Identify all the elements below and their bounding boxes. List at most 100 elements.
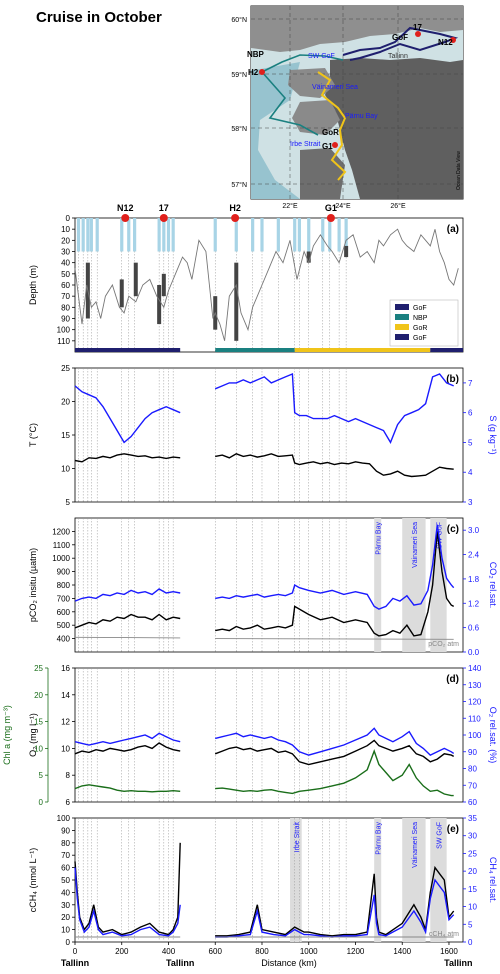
series-line [74, 613, 181, 629]
shaded-region [374, 518, 382, 652]
cast-bar [95, 218, 99, 252]
y-tick-label: 20 [61, 398, 70, 407]
region-label: Väinameri Sea [412, 522, 419, 568]
series-line [74, 867, 181, 937]
annotation: cCH₄ atm [429, 931, 459, 938]
x-tick-label: 200 [115, 947, 129, 956]
panel-frame [74, 367, 464, 503]
panel-letter: (e) [447, 824, 459, 835]
series-line [215, 727, 455, 756]
region-strip [430, 348, 463, 352]
map-station-n12 [450, 37, 456, 43]
y2-axis-label: CH₄ rel.sat. [488, 857, 498, 903]
shaded-region [402, 518, 426, 652]
y-tick-label: 10 [61, 744, 70, 753]
panel-b: 5 10 15 20 25 T (°C) 3 4 5 6 7 S (g kg⁻¹) (b) [28, 364, 498, 507]
y2-tick-label: 10 [468, 903, 477, 912]
series-line [215, 453, 454, 478]
x-tick-label: 800 [255, 947, 269, 956]
map-label-nbp: NBP [247, 50, 265, 59]
y2-tick-label: 80 [468, 765, 477, 774]
y-tick-label: 50 [61, 270, 70, 279]
y-tick-label: 0 [66, 938, 71, 947]
end-label: Tallinn [444, 958, 472, 968]
y2-tick-label: 140 [468, 664, 482, 673]
y-tick-label: 0 [66, 214, 71, 223]
cast-bar [166, 218, 171, 252]
core-bar [306, 251, 311, 263]
map-label-g1: G1 [322, 142, 333, 151]
map-grid [251, 6, 463, 199]
y2-tick-label: 35 [468, 814, 477, 823]
y-axis-label: O₂ (mg l⁻¹) [28, 713, 38, 757]
station-label: N12 [117, 203, 134, 213]
y-tick-label: 90 [61, 826, 70, 835]
y-tick-label: 12 [61, 718, 70, 727]
y-tick-label: 90 [61, 315, 70, 324]
cast-bar [321, 218, 325, 252]
y2-tick-label: 130 [468, 681, 482, 690]
map-lon-26: 26°E [390, 202, 406, 210]
map-lon-24: 24°E [335, 202, 351, 210]
map-label-n12: N12 [438, 38, 453, 47]
station-marker [326, 214, 335, 222]
panel-e: Irbe Strait Pärnu Bay Väinameri Sea SW GoF 0… [28, 814, 498, 968]
y2-tick-label: 3 [468, 498, 473, 507]
region-label: SW GoF [436, 822, 443, 849]
x-tick-label: 0 [73, 947, 78, 956]
cast-bar [76, 218, 81, 252]
y2-tick-label: 15 [468, 885, 477, 894]
y-tick-label: 60 [61, 281, 70, 290]
core-bar [234, 262, 239, 341]
y-tick-label: 20 [61, 913, 70, 922]
panel-a: 0 10 20 30 40 50 60 70 80 90 100 110 Depth (m) (a) N12… [28, 203, 464, 353]
series-line [215, 531, 455, 637]
y-tick-label: 50 [61, 876, 70, 885]
region-label: Pärnu Bay [376, 522, 383, 555]
y-tick-label: 900 [57, 568, 71, 577]
legend-swatch [395, 304, 409, 310]
y2-tick-label: 0 [468, 938, 473, 947]
cast-bar [127, 218, 131, 252]
series-line [215, 524, 455, 610]
core-bar [161, 273, 166, 297]
legend-swatch [395, 314, 409, 320]
y2-tick-label: 1.8 [468, 575, 480, 584]
cast-bar [276, 218, 280, 252]
annotation: pCO₂ atm [428, 641, 459, 648]
y2-tick-label: 25 [468, 849, 477, 858]
y-tick-label: 70 [61, 851, 70, 860]
y-tick-label: 600 [57, 608, 71, 617]
cast-bar [120, 218, 124, 252]
series-line [74, 742, 181, 755]
y2-tick-label: 120 [468, 698, 482, 707]
x-tick-label: 1600 [440, 947, 458, 956]
series-line [214, 739, 455, 766]
figure-title: Cruise in October [36, 9, 162, 26]
series-line [74, 636, 181, 639]
cast-bar [337, 218, 341, 252]
x-tick-label: 600 [209, 947, 223, 956]
y2-tick-label: 30 [468, 832, 477, 841]
cast-bar [133, 218, 137, 252]
bottom-depth-line [74, 228, 459, 341]
map-land-estonia [325, 58, 463, 199]
y-tick-label: 20 [61, 236, 70, 245]
y-axis-label: Depth (m) [28, 265, 38, 305]
region-strip [75, 348, 181, 352]
y-tick-label: 6 [66, 798, 71, 807]
map-label-sw-gof: SW GoF [308, 53, 335, 60]
y-tick-label: 30 [61, 901, 70, 910]
cast-bar [234, 218, 238, 252]
x-tick-label: 1000 [300, 947, 318, 956]
y3-tick-label: 25 [34, 664, 43, 673]
cast-bar [157, 218, 161, 252]
panel-letter: (c) [447, 524, 459, 535]
y2-axis-label: O₂ rel.sat. (%) [488, 707, 498, 764]
y-axis-label: T (°C) [28, 423, 38, 447]
y3-tick-label: 5 [39, 771, 44, 780]
y3-tick-label: 20 [34, 691, 43, 700]
core-bar [344, 245, 349, 258]
region-label: Väinameri Sea [412, 822, 419, 868]
